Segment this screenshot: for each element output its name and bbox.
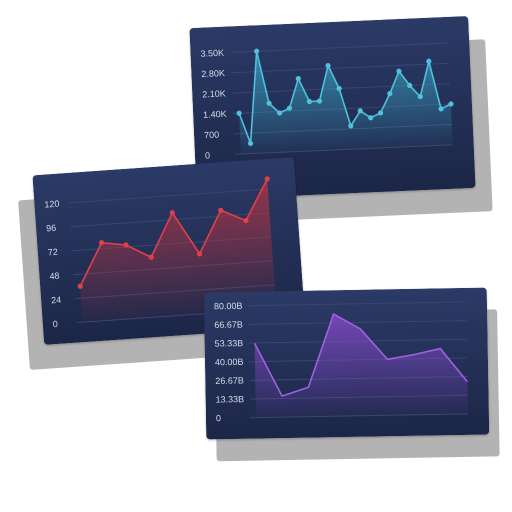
data-point	[98, 240, 105, 246]
data-point	[417, 94, 423, 100]
gridline	[247, 301, 466, 307]
cyan-chart-panel: 0 700 1.40K 2.10K 2.80K 3.50K	[189, 15, 476, 201]
data-point	[286, 105, 293, 111]
y-tick-label: 2.10K	[202, 88, 226, 99]
series-area	[239, 51, 453, 155]
data-point	[306, 98, 312, 105]
data-point	[295, 75, 301, 82]
data-point	[247, 140, 254, 147]
y-tick-label: 1.40K	[203, 109, 227, 120]
series-area	[254, 314, 468, 418]
data-point	[426, 58, 432, 64]
y-tick-label: 120	[44, 199, 60, 210]
data-point	[348, 123, 354, 129]
data-point	[387, 90, 393, 97]
data-point	[336, 85, 342, 92]
data-point	[438, 106, 444, 112]
data-point	[377, 110, 384, 116]
data-point	[169, 210, 175, 216]
data-point	[357, 108, 363, 114]
y-tick-label: 2.80K	[201, 68, 225, 79]
data-point	[448, 101, 454, 107]
y-tick-label: 66.67B	[214, 319, 243, 329]
y-tick-label: 80.00B	[214, 301, 243, 311]
data-point	[196, 251, 203, 257]
data-point	[77, 283, 83, 289]
data-point	[254, 48, 260, 54]
purple-chart-panel: 0 13.33B 26.67B 40.00B 53.33B 66.67B 80.00B	[203, 287, 490, 440]
y-tick-label: 53.33B	[215, 338, 244, 348]
data-point	[264, 176, 270, 182]
y-tick-label: 700	[204, 130, 219, 141]
y-tick-label: 3.50K	[200, 48, 224, 59]
y-tick-label: 48	[49, 271, 60, 282]
y-tick-label: 72	[47, 247, 58, 258]
cyan-chart-card: 0 700 1.40K 2.10K 2.80K 3.50K	[189, 15, 493, 224]
data-point	[218, 207, 224, 213]
y-tick-label: 96	[46, 223, 57, 234]
gridline	[230, 42, 449, 53]
data-point	[243, 217, 249, 224]
series-line	[253, 313, 468, 397]
data-point	[236, 110, 242, 116]
data-point	[276, 110, 283, 116]
gridline	[231, 62, 450, 74]
y-tick-label: 40.00B	[215, 357, 244, 367]
data-point	[325, 63, 331, 69]
purple-area-chart: 0 13.33B 26.67B 40.00B 53.33B 66.67B 80.00B	[203, 287, 490, 440]
data-point	[368, 115, 374, 121]
series-area	[80, 178, 277, 323]
y-tick-label: 0	[205, 150, 210, 160]
data-point	[266, 100, 272, 106]
y-tick-label: 26.67B	[215, 375, 244, 385]
y-tick-label: 13.33B	[216, 394, 245, 404]
series-line	[238, 50, 452, 145]
data-point	[148, 254, 154, 260]
data-point	[396, 68, 402, 74]
gridline	[248, 320, 467, 325]
y-tick-label: 0	[52, 319, 58, 329]
y-tick-label: 0	[216, 413, 221, 423]
gridline	[68, 188, 268, 204]
cyan-area-chart: 0 700 1.40K 2.10K 2.80K 3.50K	[189, 15, 476, 201]
purple-chart-card: 0 13.33B 26.67B 40.00B 53.33B 66.67B 80.00B	[203, 287, 500, 462]
data-point	[123, 242, 129, 248]
y-tick-label: 24	[51, 295, 62, 306]
data-point	[407, 82, 413, 89]
data-point	[316, 98, 323, 104]
